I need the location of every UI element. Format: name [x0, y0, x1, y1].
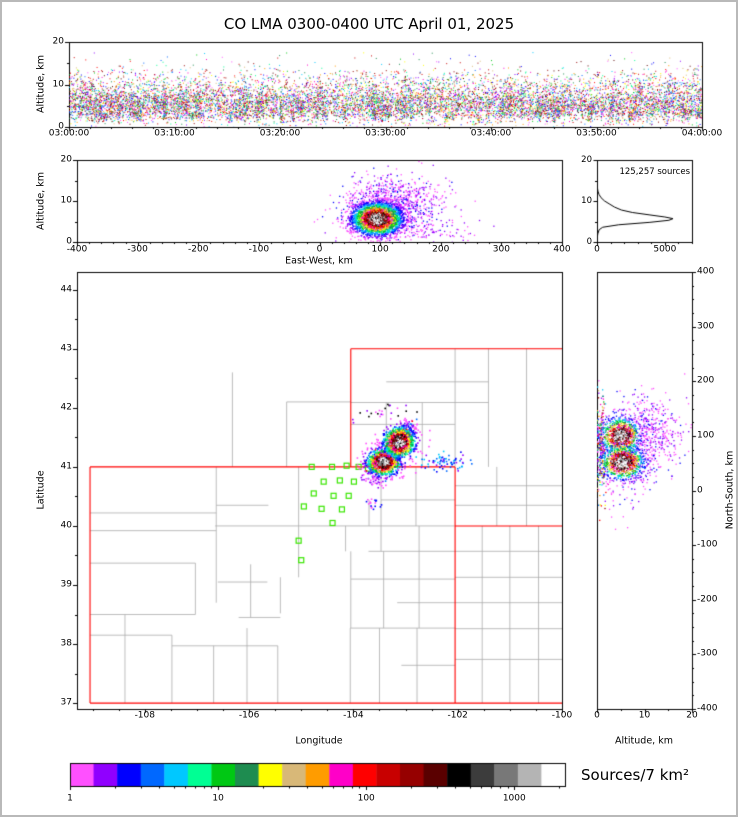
figure-title: CO LMA 0300-0400 UTC April 01, 2025 [223, 15, 515, 33]
colorbar-title: Sources/7 km² [581, 766, 690, 784]
